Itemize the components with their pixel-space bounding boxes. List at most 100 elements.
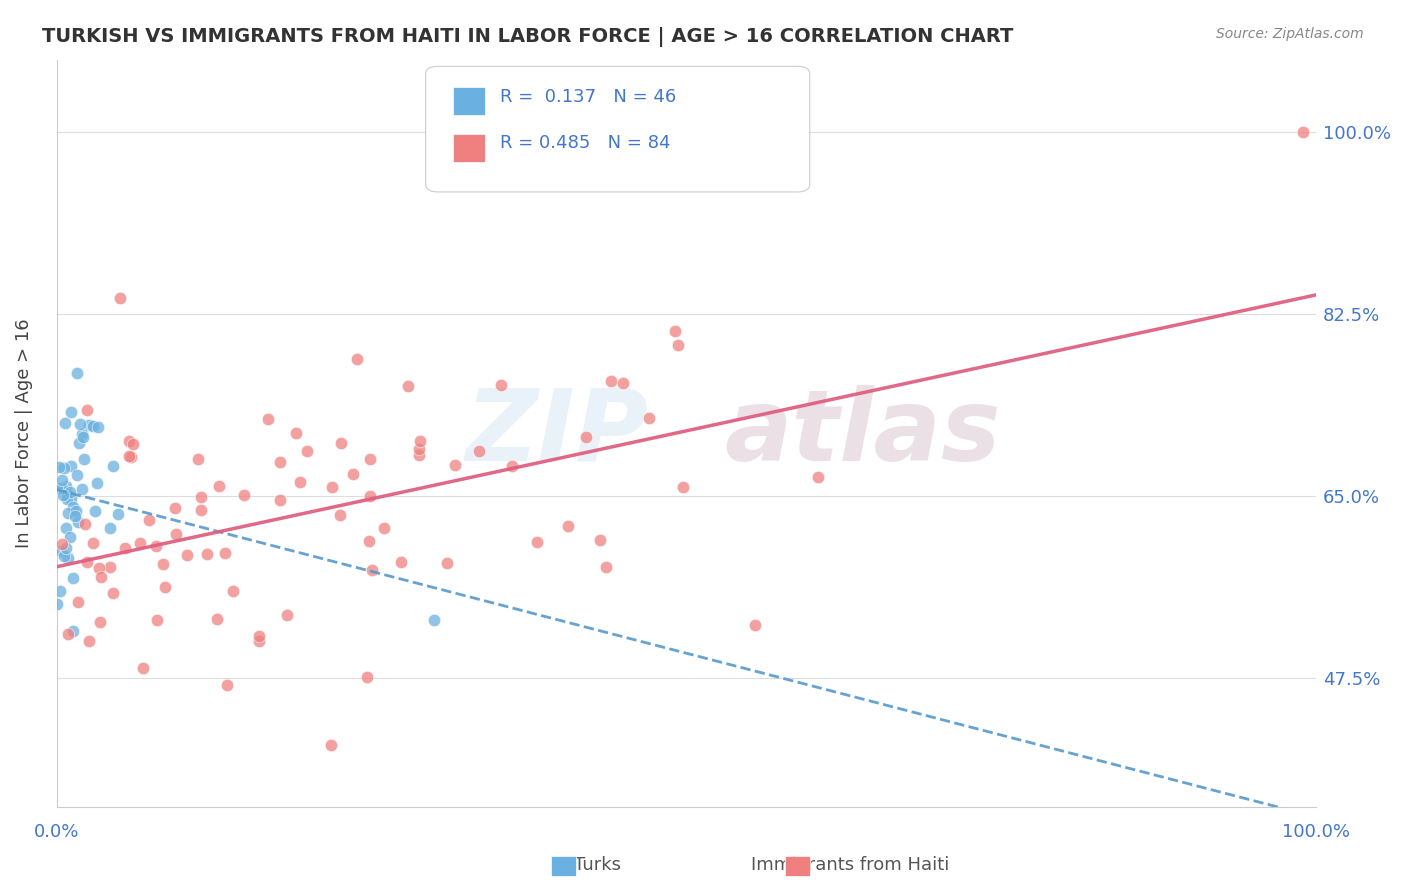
Point (70, 482, 93, 496)
Y-axis label: In Labor Force | Age > 16: In Labor Force | Age > 16 (15, 318, 32, 549)
Point (51, 473, 73, 487)
Point (526, 535, 548, 549)
Point (1292, 125, 1315, 139)
Point (107, 507, 129, 521)
Point (373, 521, 395, 535)
Point (145, 539, 167, 553)
Point (66, 594, 89, 608)
Point (87, 561, 110, 575)
Point (190, 503, 212, 517)
Point (53, 416, 76, 430)
Point (75, 517, 97, 532)
Point (360, 563, 382, 577)
Point (120, 450, 142, 464)
Point (53, 549, 76, 563)
Point (83, 504, 105, 518)
Point (108, 292, 131, 306)
Point (59, 404, 82, 418)
Point (49, 584, 72, 599)
Point (436, 556, 458, 570)
Point (666, 338, 689, 352)
Point (664, 324, 686, 338)
Point (82, 418, 104, 433)
Point (98, 560, 121, 574)
Point (329, 436, 352, 450)
Point (408, 442, 430, 456)
Point (190, 490, 212, 504)
Point (408, 449, 430, 463)
Point (46, 481, 69, 495)
Point (51, 482, 73, 496)
Point (187, 451, 209, 466)
Point (122, 437, 145, 451)
Point (444, 458, 467, 473)
Point (357, 534, 380, 549)
Text: Turks: Turks (574, 855, 621, 873)
Point (389, 555, 412, 569)
Point (247, 629, 270, 643)
FancyBboxPatch shape (426, 66, 810, 192)
Point (589, 533, 612, 548)
Point (65, 504, 87, 518)
Bar (453, 87, 485, 115)
Point (489, 378, 512, 392)
Point (214, 545, 236, 559)
Point (66, 366, 89, 380)
Point (76, 555, 98, 569)
Point (69, 417, 91, 431)
Point (98, 520, 121, 534)
Point (672, 480, 695, 494)
Point (501, 458, 523, 473)
Bar (453, 134, 485, 162)
Point (215, 678, 238, 692)
Point (52, 488, 75, 502)
Point (321, 739, 343, 753)
Point (72, 430, 94, 444)
Point (396, 379, 419, 393)
Point (205, 612, 228, 626)
Point (356, 670, 378, 684)
Point (359, 490, 381, 504)
Text: ZIP: ZIP (465, 385, 648, 482)
Point (163, 501, 186, 516)
Point (70, 426, 93, 441)
Point (221, 583, 243, 598)
Point (56, 491, 79, 506)
Text: Source: ZipAtlas.com: Source: ZipAtlas.com (1216, 27, 1364, 41)
Point (129, 536, 152, 550)
Point (233, 488, 256, 502)
Point (467, 443, 489, 458)
Text: TURKISH VS IMMIGRANTS FROM HAITI IN LABOR FORCE | AGE > 16 CORRELATION CHART: TURKISH VS IMMIGRANTS FROM HAITI IN LABO… (42, 27, 1014, 46)
Point (208, 479, 231, 493)
Point (86, 475, 108, 490)
Point (155, 580, 177, 594)
Point (46, 597, 69, 611)
Point (152, 557, 174, 571)
Point (195, 547, 218, 561)
Point (138, 513, 160, 527)
Point (56, 627, 79, 641)
Point (595, 559, 617, 574)
Point (276, 608, 298, 623)
Point (87, 420, 110, 434)
Text: R =  0.137   N = 46: R = 0.137 N = 46 (501, 88, 676, 106)
Point (744, 618, 766, 632)
Point (59, 459, 82, 474)
Point (51, 543, 73, 558)
Point (409, 434, 432, 449)
Point (146, 613, 169, 627)
Point (62, 571, 84, 585)
Point (82, 536, 104, 550)
Point (600, 374, 623, 388)
Point (62, 500, 84, 514)
Point (89, 615, 111, 629)
Point (66, 467, 89, 482)
Point (807, 470, 830, 484)
Point (76, 403, 98, 417)
Point (288, 475, 311, 489)
Point (62, 624, 84, 638)
Point (90, 570, 112, 584)
Point (51, 537, 73, 551)
Point (67, 436, 90, 450)
Text: R = 0.485   N = 84: R = 0.485 N = 84 (501, 135, 671, 153)
